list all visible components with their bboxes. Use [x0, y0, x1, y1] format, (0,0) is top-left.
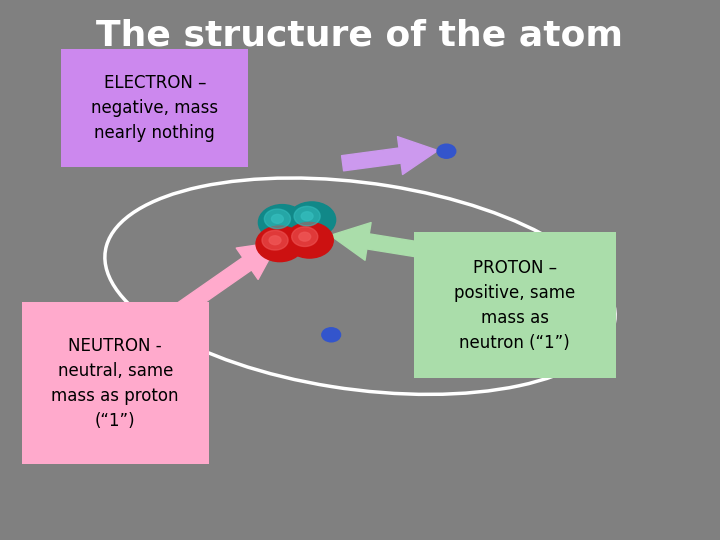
- Circle shape: [437, 144, 456, 158]
- FancyBboxPatch shape: [22, 302, 209, 464]
- Text: ELECTRON –
negative, mass
nearly nothing: ELECTRON – negative, mass nearly nothing: [91, 74, 218, 142]
- Circle shape: [269, 236, 281, 245]
- Circle shape: [301, 212, 313, 221]
- FancyBboxPatch shape: [414, 232, 616, 378]
- Circle shape: [299, 232, 310, 241]
- Circle shape: [292, 227, 318, 246]
- Circle shape: [294, 206, 320, 226]
- Circle shape: [256, 226, 304, 261]
- Circle shape: [288, 202, 336, 238]
- Text: NEUTRON -
neutral, same
mass as proton
(“1”): NEUTRON - neutral, same mass as proton (…: [51, 337, 179, 430]
- Circle shape: [264, 209, 290, 228]
- Circle shape: [262, 231, 288, 250]
- Circle shape: [258, 205, 306, 240]
- Text: PROTON –
positive, same
mass as
neutron (“1”): PROTON – positive, same mass as neutron …: [454, 259, 575, 352]
- Text: The structure of the atom: The structure of the atom: [96, 18, 624, 52]
- Circle shape: [271, 214, 284, 224]
- FancyBboxPatch shape: [61, 49, 248, 167]
- Circle shape: [322, 328, 341, 342]
- Circle shape: [286, 222, 333, 258]
